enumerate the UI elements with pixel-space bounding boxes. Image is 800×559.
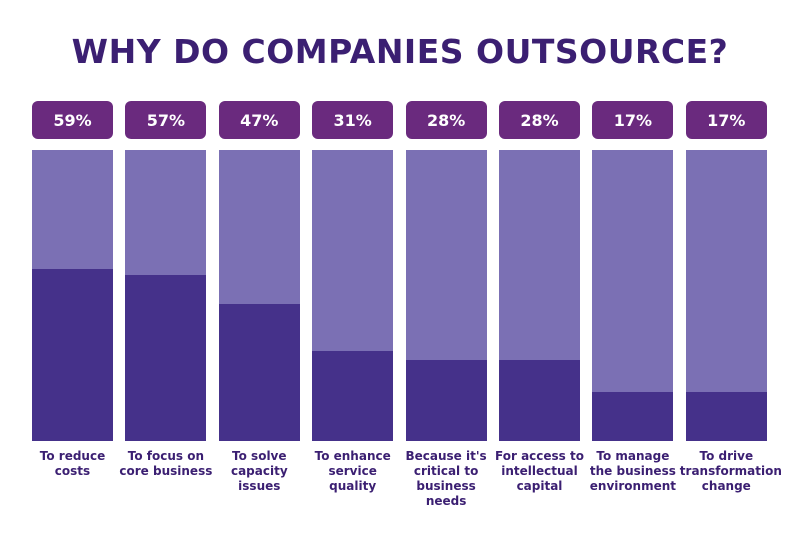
chart-title: WHY DO COMPANIES OUTSOURCE? [71, 32, 729, 71]
bar-background [218, 150, 300, 441]
category-label: To manage the business environment [589, 449, 677, 493]
bar-background [32, 150, 113, 441]
bar-background [499, 150, 580, 441]
bar [405, 359, 487, 441]
value-label: 57% [125, 101, 207, 139]
bar-background [405, 150, 487, 441]
bar-background [312, 150, 394, 441]
bar [592, 391, 674, 441]
bar [32, 269, 113, 441]
bar [125, 275, 207, 441]
value-label: 17% [685, 101, 767, 139]
bar [312, 350, 394, 441]
category-label: To reduce costs [39, 449, 106, 478]
category-label: For access to intellectual capital [495, 449, 584, 493]
bar-background [685, 150, 767, 441]
category-label: To focus on core business [119, 449, 213, 478]
bar-background [592, 150, 674, 441]
value-label: 28% [499, 101, 580, 139]
value-label: 31% [312, 101, 394, 139]
category-label: To drive transformation change [679, 449, 782, 493]
bar [218, 304, 300, 441]
category-label: To enhance service quality [314, 449, 391, 493]
category-label: To solve capacity issues [230, 449, 288, 493]
value-label: 28% [405, 101, 487, 139]
bar-background [125, 150, 207, 441]
bar [685, 391, 767, 441]
category-label: Because it's critical to business needs [405, 449, 487, 508]
value-label: 59% [32, 101, 113, 139]
value-label: 47% [218, 101, 300, 139]
value-label: 17% [592, 101, 674, 139]
bar [499, 359, 580, 441]
